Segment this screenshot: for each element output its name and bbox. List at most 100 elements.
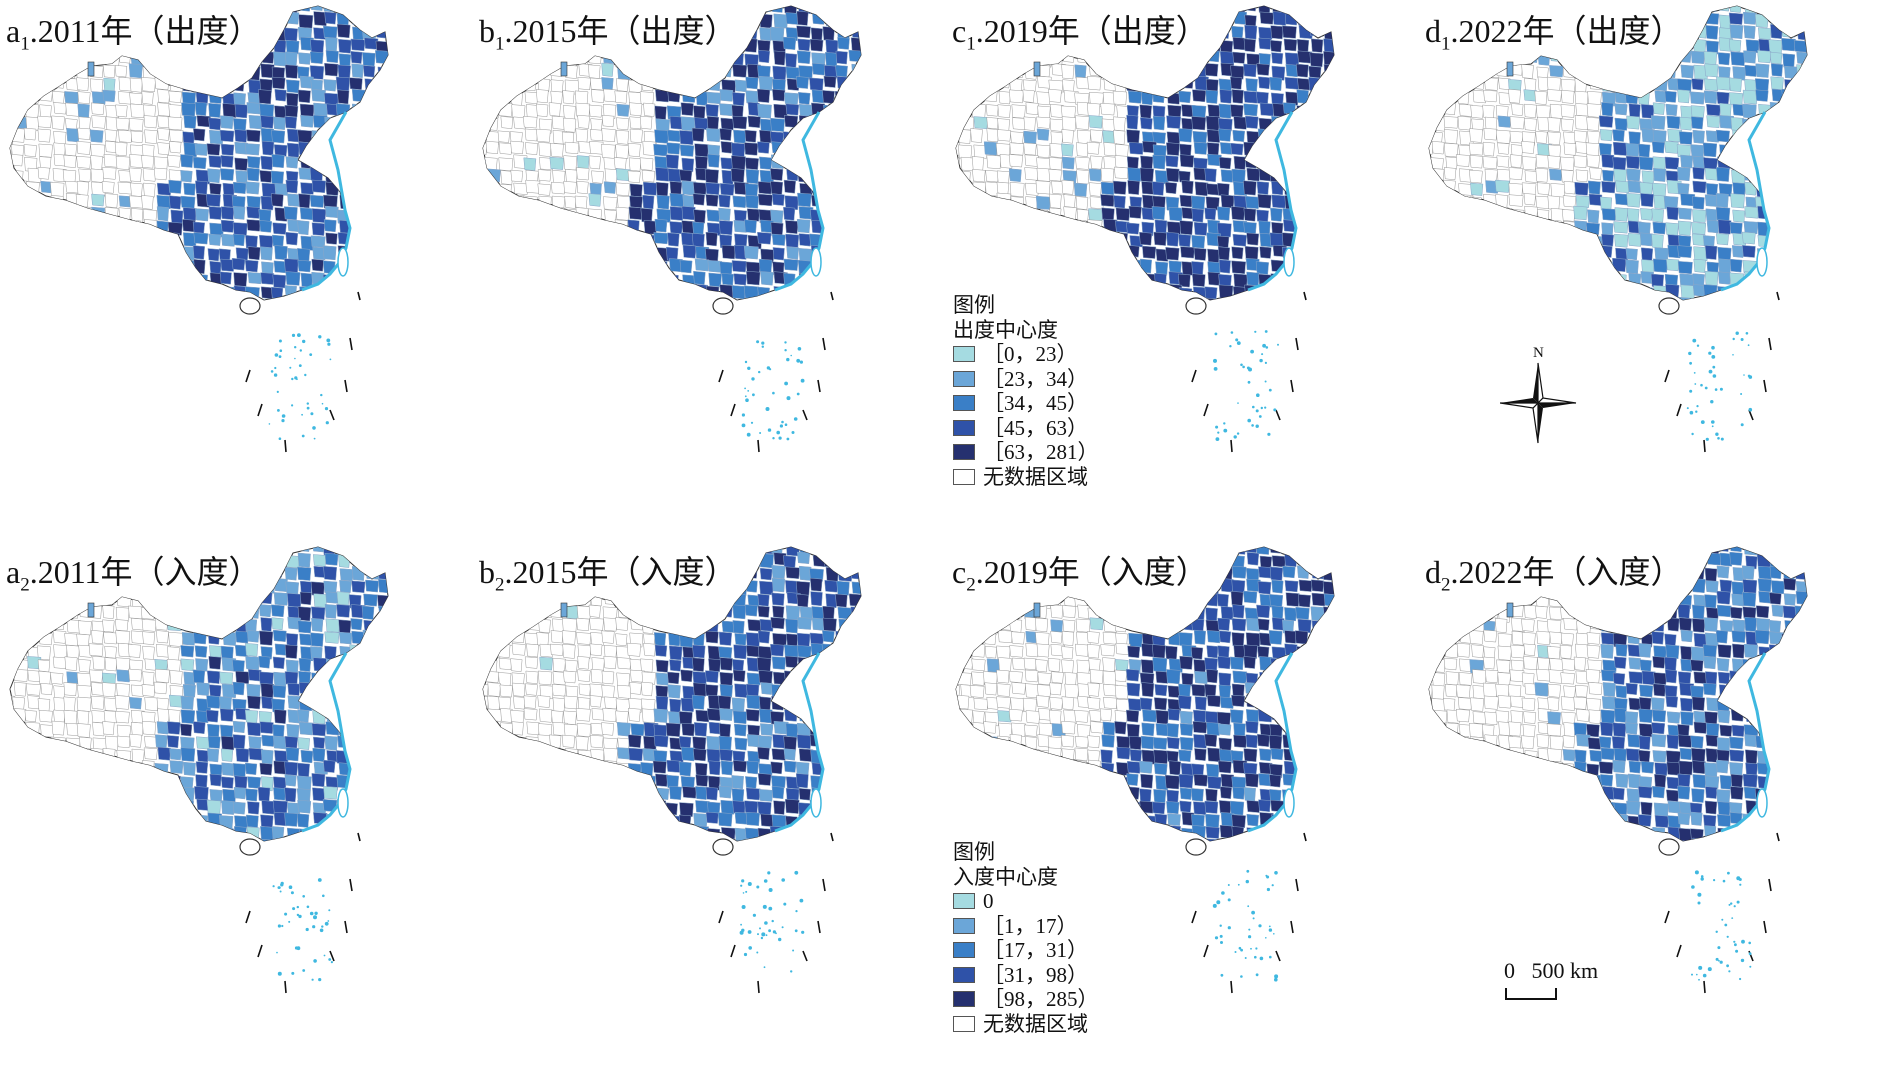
region-cell <box>1207 248 1220 264</box>
region-cell <box>389 209 401 223</box>
region-cell <box>1323 79 1334 94</box>
region-cell <box>836 180 850 194</box>
region-cell <box>566 842 579 854</box>
region-cell <box>616 721 631 737</box>
region-cell <box>388 93 400 105</box>
region-cell <box>1309 193 1324 207</box>
region-cell <box>154 617 169 631</box>
region-cell <box>1025 182 1040 196</box>
region-cell <box>770 643 785 657</box>
region-cell <box>796 25 811 39</box>
region-cell <box>757 39 771 53</box>
maritime-boundary-dash <box>1290 379 1294 393</box>
region-cell <box>1431 220 1446 236</box>
region-cell <box>1126 222 1140 235</box>
region-cell <box>352 208 365 224</box>
region-cell <box>691 127 705 142</box>
region-cell <box>170 801 183 815</box>
region-cell <box>1429 170 1430 185</box>
region-cell <box>487 261 501 275</box>
region-cell <box>285 92 299 108</box>
region-cell <box>862 248 875 261</box>
region-cell <box>1678 131 1693 145</box>
region-cell <box>552 697 566 713</box>
region-cell <box>865 841 879 855</box>
region-cell <box>666 142 681 155</box>
region-cell <box>390 566 404 580</box>
region-cell <box>1231 310 1243 322</box>
region-cell <box>1704 63 1719 78</box>
region-cell <box>116 735 131 749</box>
region-cell <box>25 851 38 864</box>
region-cell <box>103 311 115 325</box>
region-cell <box>1497 142 1510 155</box>
region-cell <box>475 842 487 856</box>
region-cell <box>772 605 785 619</box>
region-cell <box>1573 313 1586 326</box>
region-cell <box>577 644 592 659</box>
region-cell <box>323 310 337 322</box>
region-cell <box>364 183 380 198</box>
region-cell <box>707 313 720 326</box>
region-cell <box>550 814 565 829</box>
region-cell <box>1576 233 1590 247</box>
region-cell <box>1011 261 1026 276</box>
region-cell <box>1560 259 1574 272</box>
region-cell <box>550 630 564 644</box>
region-cell <box>848 105 861 120</box>
region-cell <box>390 259 403 273</box>
region-cell <box>960 182 975 198</box>
region-cell <box>704 168 719 184</box>
region-cell <box>1469 155 1484 169</box>
region-cell <box>129 733 142 748</box>
island-dot <box>756 340 760 344</box>
region-cell <box>746 312 758 326</box>
region-cell <box>1497 248 1510 263</box>
region-cell <box>1114 261 1128 276</box>
region-cell <box>26 234 41 248</box>
region-cell <box>260 683 275 699</box>
region-cell <box>796 734 812 749</box>
region-cell <box>1322 274 1334 289</box>
region-cell <box>1782 310 1794 323</box>
region-cell <box>771 748 787 761</box>
region-cell <box>668 645 683 661</box>
region-cell <box>757 630 771 644</box>
region-cell <box>1321 258 1334 273</box>
region-cell <box>182 207 197 221</box>
region-cell <box>758 670 773 684</box>
region-cell <box>485 245 501 260</box>
region-cell <box>822 776 836 790</box>
region-cell <box>524 91 539 104</box>
region-cell <box>1168 206 1183 222</box>
region-cell <box>1704 270 1719 286</box>
region-cell <box>15 842 28 854</box>
region-cell <box>864 815 877 827</box>
region-cell <box>1256 181 1270 195</box>
region-cell <box>996 129 1012 142</box>
region-cell <box>1139 231 1153 246</box>
region-cell <box>103 852 116 866</box>
region-cell <box>1782 283 1796 298</box>
island-dot <box>314 911 318 915</box>
region-cell <box>1575 273 1589 287</box>
region-cell <box>1563 181 1577 195</box>
region-cell <box>284 812 299 827</box>
region-cell <box>297 620 312 634</box>
region-cell <box>956 131 959 145</box>
region-cell <box>847 684 861 699</box>
region-cell <box>552 657 566 673</box>
island-dot <box>1700 383 1703 387</box>
region-cell <box>772 247 785 261</box>
region-cell <box>692 221 705 235</box>
region-cell <box>234 606 248 621</box>
island-dot <box>1262 343 1266 348</box>
region-cell <box>1796 219 1807 234</box>
region-cell <box>986 219 1001 232</box>
region-cell <box>153 167 168 181</box>
region-cell <box>208 233 222 246</box>
region-cell <box>1652 258 1668 273</box>
region-cell <box>116 749 132 763</box>
region-cell <box>1061 232 1077 246</box>
maritime-boundary-dash <box>284 439 287 453</box>
